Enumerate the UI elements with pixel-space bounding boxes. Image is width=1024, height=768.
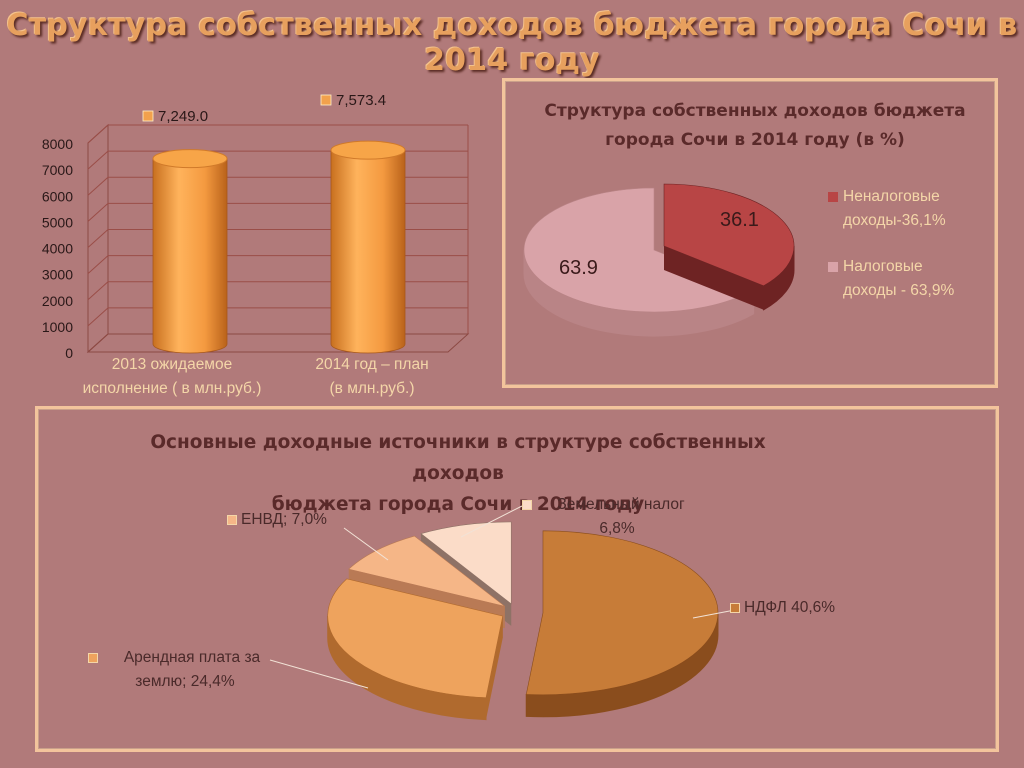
legend-nontax-line: Неналоговые xyxy=(843,188,940,205)
legend-nontax-line: доходы-36,1% xyxy=(843,212,946,229)
label-ndfl-line: НДФЛ 40,6% xyxy=(744,599,836,616)
leader-line xyxy=(343,527,389,561)
label-rent-line: землю; 24,4% xyxy=(135,673,235,690)
pie1-value-label: 63.9 xyxy=(559,257,598,279)
bar-value-label: 7,573.4 xyxy=(336,92,386,109)
pie2-title: Основные доходные источники в структуре … xyxy=(113,427,803,520)
y-tick-label: 2000 xyxy=(42,293,73,309)
bar-category-label: 2014 год – план xyxy=(315,356,428,373)
pie2-slice-land-top xyxy=(420,521,512,605)
y-tick-label: 1000 xyxy=(42,319,73,335)
pie1-chart: 36.1 63.9 xyxy=(523,183,795,337)
label-swatch-rent xyxy=(88,653,98,663)
label-rent-line: Арендная плата за xyxy=(123,649,261,666)
bar-category-label: исполнение ( в млн.руб.) xyxy=(83,380,262,397)
legend-swatch-nontax xyxy=(828,192,838,202)
pie2-slice-rent-top xyxy=(327,578,504,698)
pie1-slice-nontax-top xyxy=(663,183,795,287)
label-swatch-envd xyxy=(227,515,237,525)
bar-cylinder xyxy=(330,149,406,354)
bar-value-marker xyxy=(142,110,154,122)
label-swatch-ndfl xyxy=(730,603,740,613)
bar-cylinder xyxy=(152,158,228,354)
y-tick-label: 4000 xyxy=(42,241,73,257)
bar-category-label: 2013 ожидаемое xyxy=(112,356,232,373)
pie1-slice-nontax-cut xyxy=(664,246,764,310)
y-tick-label: 8000 xyxy=(42,136,73,152)
label-rent: Арендная плата за землю; 24,4% xyxy=(90,646,280,694)
y-tick-label: 0 xyxy=(65,345,73,361)
pie1-title-line: Структура собственных доходов бюджета xyxy=(544,101,966,121)
pie2-panel: Основные доходные источники в структуре … xyxy=(35,406,999,752)
y-tick-label: 7000 xyxy=(42,162,73,178)
pie1-slice-nontax-group xyxy=(663,183,795,311)
pie2-slice-envd-top xyxy=(348,535,505,607)
y-tick-label: 3000 xyxy=(42,267,73,283)
bar-floor xyxy=(86,333,470,353)
gridline xyxy=(87,124,468,144)
label-envd-line: ЕНВД; 7,0% xyxy=(241,511,327,528)
label-envd: ЕНВД; 7,0% xyxy=(241,508,327,532)
pie2-slice-rent-cut xyxy=(486,616,503,720)
pie2-title-line: бюджета города Сочи в 2014 году xyxy=(271,494,645,515)
leader-line xyxy=(269,659,369,689)
bar-category-label: (в млн.руб.) xyxy=(330,380,415,397)
pie2-slice-rent-group xyxy=(327,578,504,721)
leader-line xyxy=(460,505,523,538)
legend-tax-line: доходы - 63,9% xyxy=(843,282,955,299)
legend-tax-line: Налоговые xyxy=(843,258,923,275)
y-tick-label: 6000 xyxy=(42,188,73,204)
pie1-title: Структура собственных доходов бюджета го… xyxy=(505,97,1005,155)
legend-swatch-tax xyxy=(828,262,838,272)
label-land-line: Земельный налог xyxy=(557,496,685,513)
y-tick-label: 5000 xyxy=(42,214,73,230)
bar-cylinder-top xyxy=(330,140,406,160)
pie2-slice-ndfl-top xyxy=(525,530,719,696)
label-swatch-land xyxy=(522,500,532,510)
legend-tax: Налоговые доходы - 63,9% xyxy=(843,255,954,303)
page-title: Структура собственных доходов бюджета го… xyxy=(6,8,1018,78)
pie1-panel: Структура собственных доходов бюджета го… xyxy=(502,78,998,388)
pie1-title-line: города Сочи в 2014 году (в %) xyxy=(605,130,905,150)
bar-chart: 0 1000 2000 3000 4000 5000 6000 7000 8000 7,249.… xyxy=(42,92,470,397)
pie1-value-label: 36.1 xyxy=(720,209,759,231)
label-land-line: 6,8% xyxy=(599,520,635,537)
bar-cylinder-top xyxy=(152,149,228,169)
pie2-title-line: Основные доходные источники в структуре … xyxy=(150,432,766,484)
label-ndfl: НДФЛ 40,6% xyxy=(744,596,835,620)
bar-value-label: 7,249.0 xyxy=(158,108,208,125)
bar-value-marker xyxy=(320,94,332,106)
label-land: Земельный налог 6,8% xyxy=(532,493,702,541)
pie2-slice-ndfl-group xyxy=(525,530,719,718)
legend-nontax: Неналоговые доходы-36,1% xyxy=(843,185,946,233)
